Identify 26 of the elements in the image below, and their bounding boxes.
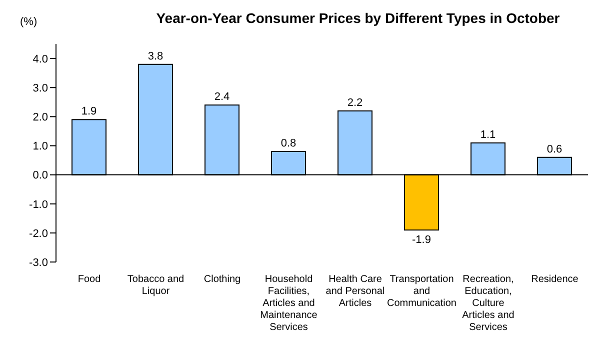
- data-label: 3.8: [148, 50, 164, 62]
- data-label: -1.9: [412, 234, 431, 246]
- data-label: 0.6: [546, 143, 562, 156]
- y-tick-label: 2.0: [32, 112, 48, 124]
- x-tick-label: Tobacco and Liquor: [127, 274, 184, 297]
- chart-title: Year-on-Year Consumer Prices by Different Types in October: [155, 10, 561, 26]
- x-tick-label: Household Facilities, Articles and Maintenance Services: [260, 274, 318, 333]
- data-label: 1.1: [480, 128, 496, 141]
- data-label: 0.8: [280, 138, 296, 150]
- x-tick-label: Health Care and Personal Articles: [326, 274, 385, 309]
- y-tick-label: -2.0: [29, 228, 48, 240]
- data-label: 2.2: [347, 96, 363, 109]
- y-tick-label: 3.0: [32, 82, 48, 95]
- y-tick-label: -1.0: [29, 198, 48, 211]
- data-label: 2.4: [214, 91, 230, 104]
- y-tick-label: 4.0: [32, 53, 48, 66]
- y-tick-label: 1.0: [32, 140, 48, 153]
- y-tick-label: 0.0: [32, 170, 48, 182]
- x-tick-label: Food: [78, 274, 101, 285]
- x-tick-label: Clothing: [204, 274, 241, 285]
- x-tick-label: Residence: [531, 274, 579, 285]
- x-tick-label: Recreation, Education, Culture Articles and Services: [462, 274, 514, 333]
- y-axis-title: (%): [20, 16, 38, 28]
- y-tick-label: -3.0: [29, 256, 48, 269]
- data-label: 1.9: [81, 106, 97, 118]
- x-tick-label: Transportation and Communication: [387, 274, 456, 309]
